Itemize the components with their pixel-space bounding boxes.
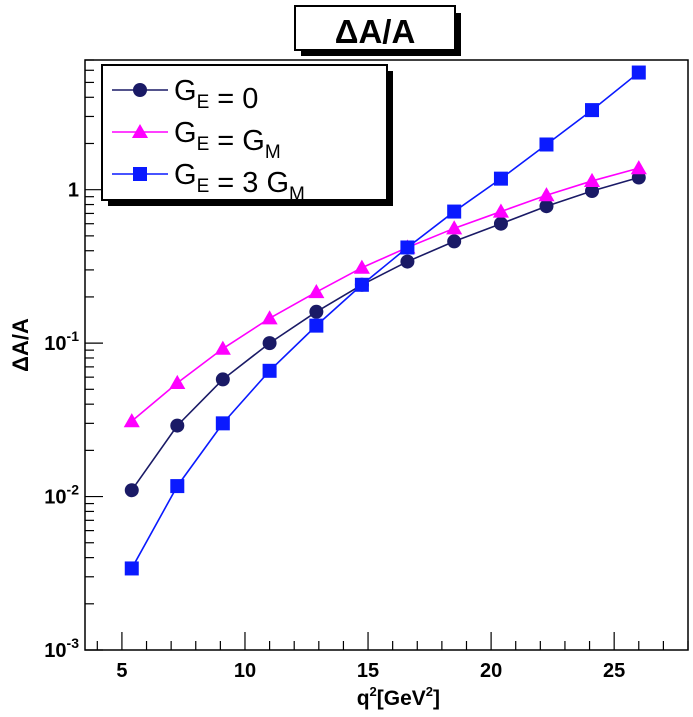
series-square [124, 65, 646, 576]
legend-entry: GE = 0 [112, 75, 258, 115]
data-point [539, 199, 554, 214]
data-point [585, 184, 600, 199]
data-point [539, 137, 554, 152]
data-point [262, 336, 277, 351]
data-point [214, 340, 231, 355]
y-axis-label: ΔA/A [8, 318, 33, 372]
legend-label: GE = 3 GM [174, 159, 305, 205]
data-point [447, 204, 462, 219]
data-point [308, 284, 325, 299]
axes: 5 10 15 20 25 10-3 10-2 10-1 1 [44, 59, 689, 682]
data-point [124, 483, 139, 498]
data-point [170, 479, 185, 494]
data-point [215, 416, 230, 431]
y-tick-label: 1 [68, 180, 79, 202]
data-point [446, 220, 463, 235]
data-point [170, 418, 185, 433]
data-point [133, 83, 147, 97]
data-point [131, 123, 149, 139]
data-point [400, 240, 415, 255]
title-box: ΔA/A [294, 5, 461, 56]
data-point [400, 254, 415, 269]
legend-label: GE = GM [174, 117, 281, 163]
y-tick-label: 10-3 [44, 635, 79, 662]
y-tick-label: 10-2 [44, 482, 79, 509]
data-point [492, 203, 509, 218]
data-point [538, 187, 555, 202]
legend-entry: GE = 3 GM [112, 159, 305, 205]
legend-label: GE = 0 [174, 75, 258, 115]
data-point [631, 65, 646, 80]
x-tick-label: 15 [357, 660, 379, 682]
data-point [447, 234, 462, 249]
data-point [309, 304, 324, 319]
data-point [124, 561, 139, 576]
data-point [583, 172, 601, 187]
data-point [630, 160, 647, 175]
series-line [131, 167, 639, 422]
data-point [133, 167, 147, 181]
y-tick-label: 10-1 [44, 328, 79, 355]
series-line [131, 176, 639, 491]
data-point [261, 310, 278, 325]
legend-entry: GE = GM [112, 117, 281, 163]
chart-title: ΔA/A [335, 13, 416, 50]
series-circle [124, 170, 646, 498]
data-point [493, 171, 508, 186]
series-triangle [123, 160, 647, 428]
series-layer [123, 65, 647, 576]
x-axis-label: q2[GeV2] [357, 684, 440, 710]
x-tick-label: 20 [480, 660, 502, 682]
data-point [493, 216, 508, 231]
x-tick-label: 25 [603, 660, 625, 682]
x-tick-label: 5 [116, 660, 127, 682]
data-point [585, 103, 600, 118]
data-point [169, 374, 186, 389]
data-point [262, 363, 277, 378]
plot-frame [84, 59, 689, 651]
data-point [353, 259, 370, 274]
data-point [215, 372, 230, 387]
data-point [123, 413, 140, 428]
x-tick-label: 10 [234, 660, 256, 682]
data-point [309, 318, 324, 333]
series-line [131, 71, 640, 569]
data-point [354, 277, 369, 292]
